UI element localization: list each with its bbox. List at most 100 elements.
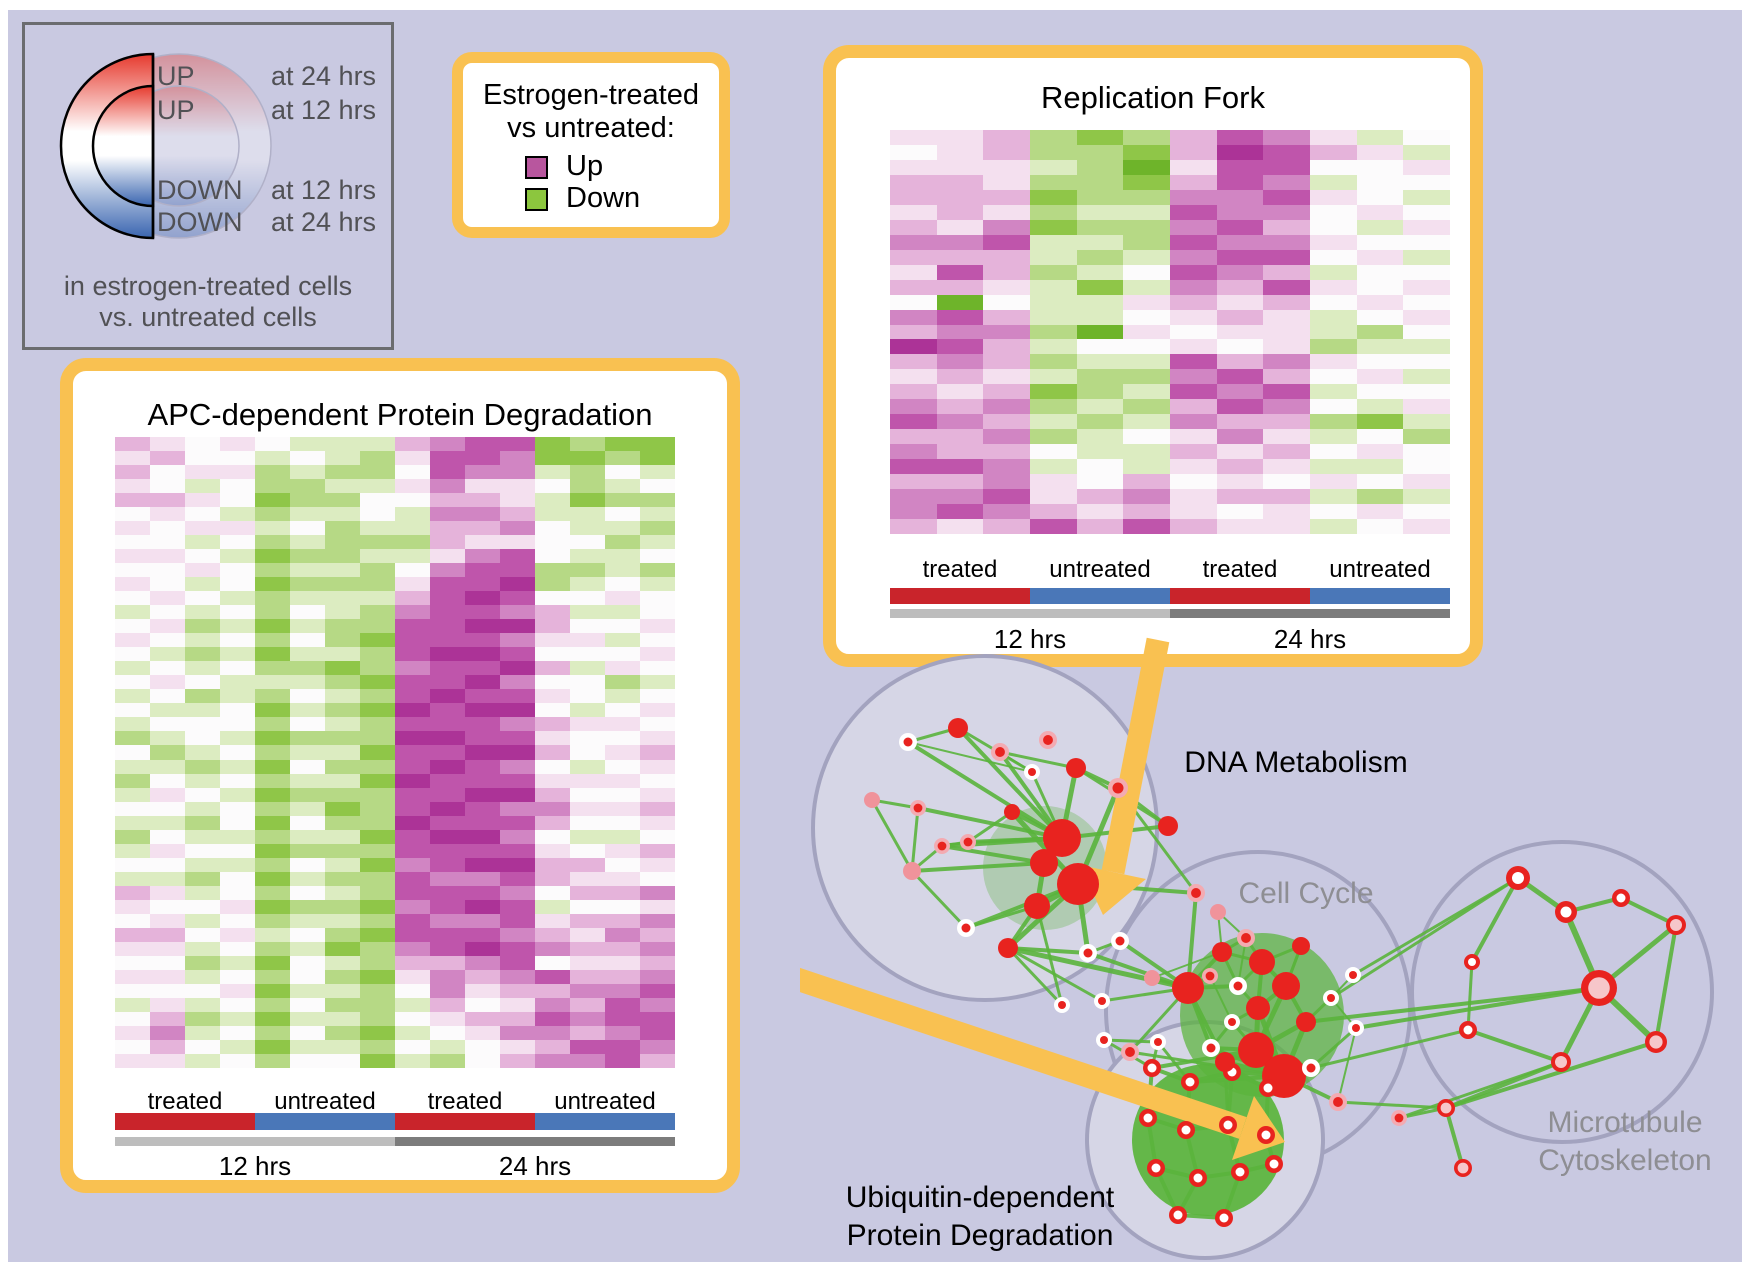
network-node-wr: [1224, 1014, 1240, 1030]
heatmap-cell: [1076, 489, 1124, 505]
heatmap-cell: [890, 414, 937, 430]
cluster-circle-dna-metabolism: [811, 654, 1159, 1002]
heatmap-cell: [1216, 189, 1264, 205]
heatmap-cell: [290, 577, 325, 592]
heatmap-cell: [290, 1053, 325, 1068]
heatmap-cell: [325, 759, 360, 774]
heatmap-cell: [500, 731, 535, 746]
heatmap-cell: [430, 535, 465, 550]
heatmap-cell: [500, 451, 535, 466]
heatmap-cell: [500, 521, 535, 536]
heatmap-cell: [395, 465, 430, 480]
heatmap-cell: [983, 429, 1030, 445]
heatmap-cell: [570, 969, 605, 984]
heatmap-cell: [570, 787, 605, 802]
heatmap-cell: [936, 414, 984, 430]
heatmap-cell: [605, 521, 640, 536]
heatmap-cell: [570, 843, 605, 858]
heatmap-cell: [605, 563, 640, 578]
heatmap-cell: [1356, 219, 1404, 235]
heatmap-cell: [570, 563, 605, 578]
heatmap-cell: [360, 885, 395, 900]
heatmap-cell: [185, 563, 220, 578]
heatmap-cell: [115, 955, 150, 970]
heatmap-cell: [570, 591, 605, 606]
heatmap-cell: [220, 549, 255, 564]
heatmap-cell: [115, 927, 150, 942]
heatmap-cell: [1076, 279, 1124, 295]
heatmap-cell: [220, 815, 255, 830]
heatmap-cell: [936, 234, 984, 250]
heatmap-cell: [430, 801, 465, 816]
heatmap-cell: [570, 619, 605, 634]
heatmap-cell: [890, 309, 937, 325]
heatmap-cell: [605, 759, 640, 774]
heatmap-cell: [255, 479, 290, 494]
heatmap-cell: [605, 787, 640, 802]
heatmap-cell: [983, 474, 1030, 490]
network-node-rp: [1437, 1099, 1455, 1117]
heatmap-cell: [936, 384, 984, 400]
heatmap-cell: [1263, 234, 1310, 250]
network-edge: [907, 741, 1033, 773]
heatmap-cell: [395, 633, 430, 648]
heatmap-cell: [500, 493, 535, 508]
heatmap-cell: [220, 759, 255, 774]
heatmap-cell: [1356, 384, 1404, 400]
heatmap-cell: [890, 504, 937, 520]
heatmap-cell: [115, 521, 150, 536]
heatmap-cell: [1076, 339, 1124, 355]
heatmap-cell: [1170, 354, 1217, 370]
heatmap-cell: [255, 913, 290, 928]
heatmap-cell: [890, 474, 937, 490]
heatmap-cell: [1170, 130, 1217, 145]
heatmap-cell: [325, 633, 360, 648]
heatmap-cell: [1403, 459, 1450, 475]
heatmap-cell: [255, 717, 290, 732]
heatmap-cell: [360, 717, 395, 732]
heatmap-cell: [1403, 294, 1450, 310]
heatmap-cell: [290, 591, 325, 606]
heatmap-cell: [1030, 144, 1077, 160]
heatmap-cell: [1356, 504, 1404, 520]
heatmap-cell: [570, 661, 605, 676]
heatmap-cell: [430, 955, 465, 970]
network-node-rw: [1459, 1021, 1477, 1039]
heatmap-cell: [465, 633, 500, 648]
heatmap-cell: [640, 815, 675, 830]
heatmap-cell: [150, 871, 185, 886]
heatmap-cell: [150, 1053, 185, 1068]
heatmap-cell: [570, 521, 605, 536]
at-24hrs-top-label: at 24 hrs: [271, 61, 376, 91]
heatmap-cell: [430, 871, 465, 886]
network-node-red: [1246, 996, 1270, 1020]
rf-condition-bar: [890, 588, 1450, 604]
heatmap-cell: [640, 885, 675, 900]
heatmap-cell: [290, 549, 325, 564]
heatmap-cell: [605, 493, 640, 508]
network-node-rp: [1454, 1159, 1472, 1177]
heatmap-cell: [325, 983, 360, 998]
heatmap-cell: [220, 969, 255, 984]
network-node-rw: [1555, 901, 1577, 923]
heatmap-cell: [220, 605, 255, 620]
heatmap-cell: [605, 871, 640, 886]
heatmap-cell: [1123, 159, 1170, 175]
heatmap-cell: [500, 997, 535, 1012]
heatmap-cell: [465, 605, 500, 620]
heatmap-cell: [535, 843, 570, 858]
heatmap-cell: [185, 857, 220, 872]
heatmap-cell: [150, 773, 185, 788]
fold-change-legend: UP at 24 hrs UP at 12 hrs DOWN at 12 hrs…: [22, 22, 394, 350]
heatmap-cell: [570, 731, 605, 746]
network-edge: [1330, 876, 1519, 1000]
heatmap-cell: [150, 941, 185, 956]
heatmap-cell: [1310, 189, 1357, 205]
heatmap-cell: [535, 689, 570, 704]
heatmap-cell: [500, 983, 535, 998]
heatmap-cell: [640, 633, 675, 648]
heatmap-cell: [465, 591, 500, 606]
heatmap-cell: [255, 1053, 290, 1068]
network-edge: [1470, 877, 1520, 963]
heatmap-cell: [395, 885, 430, 900]
